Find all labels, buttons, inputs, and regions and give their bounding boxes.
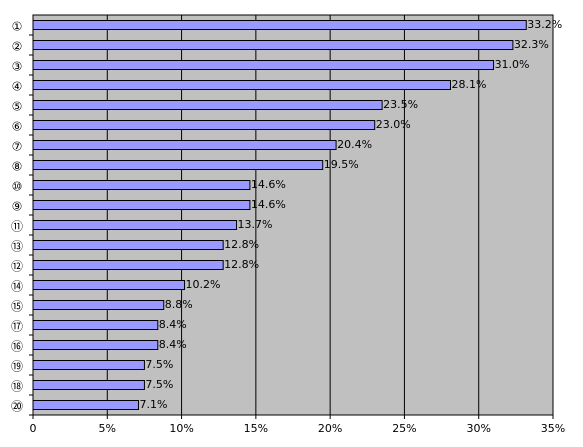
category-label: ⑯ [11,340,23,354]
category-label: ⑮ [11,300,23,314]
x-tick-label: 30% [466,422,490,435]
data-label: 10.2% [186,278,221,291]
bar [32,320,159,330]
bar [32,220,238,230]
bar [32,60,495,70]
x-tick-label: 5% [99,422,116,435]
data-label: 8.4% [159,338,187,351]
bar [32,240,224,250]
x-tick-label: 10% [169,422,193,435]
data-label: 33.2% [527,18,562,31]
data-label: 20.4% [337,138,372,151]
bar [32,400,139,410]
bar [32,260,224,270]
data-labels: 33.2% 32.3% 31.0% 28.1% 23.5% 23.0% 20.4% 19.5%… [139,18,562,411]
category-label: ⑪ [11,220,23,234]
category-label: ② [12,40,23,54]
category-label: ⑤ [12,100,23,114]
category-label: ④ [12,80,23,94]
bar [32,140,337,150]
data-label: 28.1% [451,78,486,91]
data-label: 7.1% [139,398,167,411]
category-label: ① [12,20,23,34]
bar [32,20,527,30]
category-label: ⑱ [11,380,23,394]
bar [32,80,451,90]
category-label: ⑲ [11,360,23,374]
category-label: ⑭ [11,280,23,294]
data-label: 13.7% [238,218,273,231]
data-label: 12.8% [224,258,259,271]
data-label: 14.6% [251,178,286,191]
data-label: 8.4% [159,318,187,331]
x-axis-ticks: 0 5% 10% 15% 20% 25% 30% 35% [30,415,565,435]
bar [32,120,376,130]
x-tick-label: 0 [30,422,37,435]
plot-area [32,14,554,416]
bar [32,340,159,350]
data-label: 19.5% [324,158,359,171]
data-label: 32.3% [514,38,549,51]
data-label: 12.8% [224,238,259,251]
bar [32,160,324,170]
data-label: 23.0% [376,118,411,131]
data-label: 31.0% [495,58,530,71]
bar [32,40,514,50]
category-label: ⑧ [12,160,23,174]
bar [32,360,145,370]
category-label: ⑦ [12,140,23,154]
x-tick-label: 20% [318,422,342,435]
bar [32,280,186,290]
category-labels: ① ② ③ ④ ⑤ ⑥ ⑦ ⑧ ⑩ ⑨ ⑪ ⑬ ⑫ ⑭ ⑮ ⑰ ⑯ ⑲ ⑱ ⑳ [11,20,33,416]
bar [32,200,251,210]
data-label: 7.5% [145,358,173,371]
data-label: 7.5% [145,378,173,391]
category-label: ⑩ [12,180,23,194]
data-label: 8.8% [165,298,193,311]
bar [32,380,145,390]
category-label: ③ [12,60,23,74]
category-label: ⑨ [12,200,23,214]
category-label: ⑥ [12,120,23,134]
bar [32,180,251,190]
x-tick-label: 15% [244,422,268,435]
bar [32,100,383,110]
category-label: ⑳ [11,400,23,414]
data-label: 23.5% [383,98,418,111]
data-label: 14.6% [251,198,286,211]
bar [32,300,165,310]
x-tick-label: 35% [541,422,565,435]
category-label: ⑫ [11,260,23,274]
bars [32,20,527,410]
category-label: ⑰ [11,320,23,334]
x-tick-label: 25% [392,422,416,435]
category-label: ⑬ [11,240,23,254]
